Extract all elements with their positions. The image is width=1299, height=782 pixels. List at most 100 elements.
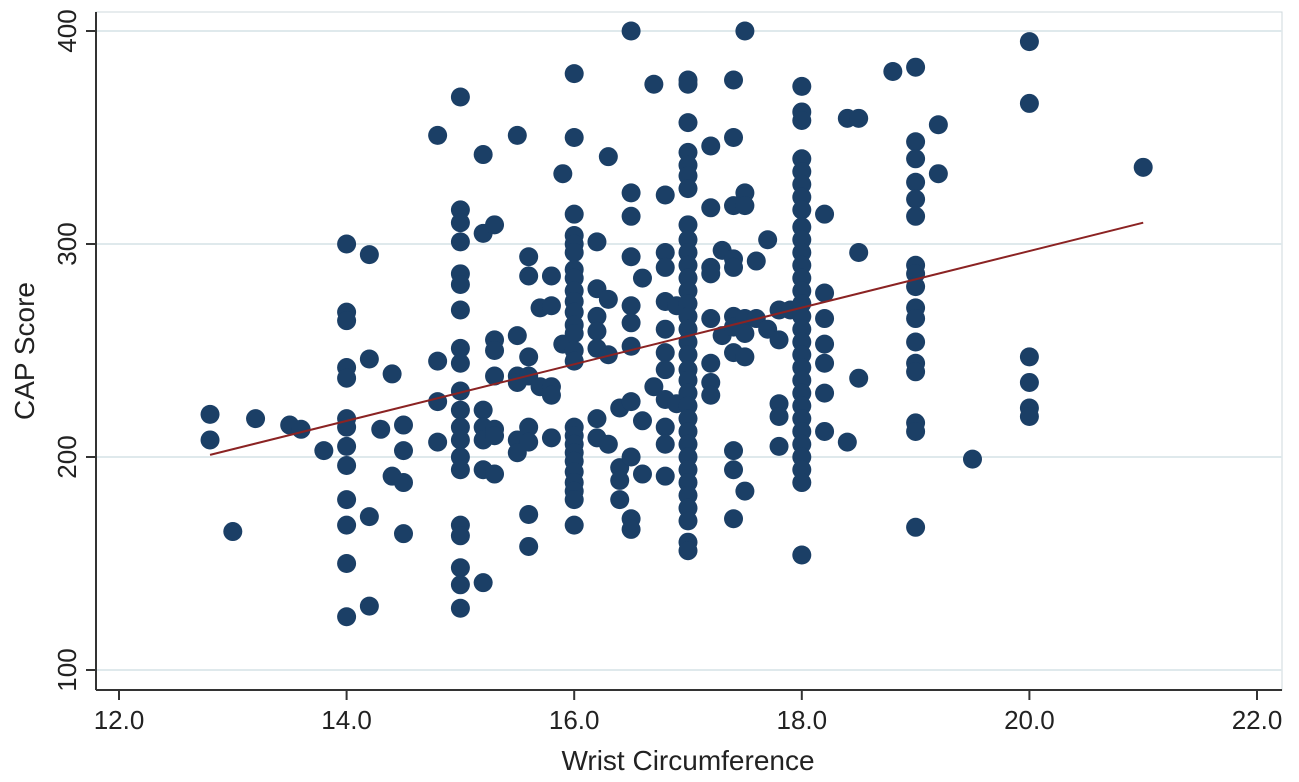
x-tick-label: 12.0 (94, 705, 145, 735)
data-point (1019, 347, 1039, 367)
data-point (587, 321, 607, 341)
data-point (337, 456, 357, 476)
data-point (450, 460, 470, 480)
data-point (519, 505, 539, 525)
data-point (701, 353, 721, 373)
data-point (815, 353, 835, 373)
data-point (735, 347, 755, 367)
data-point (473, 400, 493, 420)
data-point (473, 145, 493, 165)
data-point (769, 436, 789, 456)
data-point (428, 392, 448, 412)
data-point (598, 434, 618, 454)
data-point (337, 234, 357, 254)
data-point (849, 243, 869, 263)
data-point (564, 490, 584, 510)
data-point (337, 515, 357, 535)
data-point (655, 417, 675, 437)
data-point (815, 309, 835, 329)
data-point (587, 306, 607, 326)
data-point (621, 183, 641, 203)
data-point (485, 426, 505, 446)
data-point (849, 368, 869, 388)
data-point (519, 347, 539, 367)
data-point (564, 64, 584, 84)
data-point (450, 430, 470, 450)
data-point (906, 57, 926, 77)
y-tick-label: 100 (52, 648, 82, 691)
data-point (621, 206, 641, 226)
data-point (655, 360, 675, 380)
data-point (519, 417, 539, 437)
data-point (678, 511, 698, 531)
data-point (758, 230, 778, 250)
data-point (678, 541, 698, 561)
data-point (906, 172, 926, 192)
data-point (519, 266, 539, 286)
data-point (906, 332, 926, 352)
data-point (632, 464, 652, 484)
x-axis-title: Wrist Circumference (561, 745, 814, 776)
data-point (1019, 32, 1039, 52)
data-point (598, 289, 618, 309)
data-point (450, 338, 470, 358)
data-point (849, 108, 869, 128)
data-point (337, 368, 357, 388)
data-point (792, 200, 812, 220)
data-point (507, 326, 527, 346)
data-point (337, 490, 357, 510)
data-point (394, 524, 413, 544)
data-point (450, 232, 470, 252)
data-point (541, 385, 561, 405)
data-point (735, 21, 755, 41)
data-point (610, 490, 630, 510)
data-point (382, 364, 402, 384)
data-point (963, 449, 982, 469)
data-point (564, 351, 584, 371)
data-point (450, 300, 470, 320)
data-point (815, 283, 835, 303)
data-point (815, 383, 835, 403)
data-point (837, 432, 857, 452)
data-point (735, 323, 755, 343)
data-point (655, 185, 675, 205)
data-point (507, 125, 527, 145)
data-point (621, 336, 641, 356)
data-points (200, 21, 1153, 627)
data-point (450, 575, 470, 595)
y-tick-label: 200 (52, 435, 82, 478)
data-point (678, 215, 698, 235)
y-axis-title: CAP Score (9, 282, 40, 420)
data-point (541, 266, 561, 286)
data-point (769, 407, 789, 427)
axes (86, 12, 1282, 700)
data-point (621, 247, 641, 267)
data-point (928, 115, 948, 135)
data-point (564, 128, 584, 147)
data-point (906, 189, 926, 209)
data-point (701, 309, 721, 329)
data-point (655, 243, 675, 263)
data-point (621, 519, 641, 539)
data-point (815, 334, 835, 354)
data-point (564, 323, 584, 343)
data-point (678, 179, 698, 199)
data-point (337, 607, 357, 627)
data-point (655, 466, 675, 486)
data-point (621, 21, 641, 41)
data-point (906, 362, 926, 382)
data-point (724, 128, 744, 147)
data-point (701, 264, 721, 284)
data-point (200, 430, 220, 450)
data-point (587, 232, 607, 252)
data-point (485, 366, 505, 386)
data-point (928, 164, 948, 184)
data-point (701, 385, 721, 405)
data-point (428, 351, 448, 371)
data-point (473, 573, 493, 593)
data-point (450, 558, 470, 578)
data-point (553, 164, 573, 184)
tick-labels: 12.0 14.0 16.0 18.0 20.0 22.0 100 200 300 400 (52, 9, 1282, 735)
data-point (678, 74, 698, 94)
